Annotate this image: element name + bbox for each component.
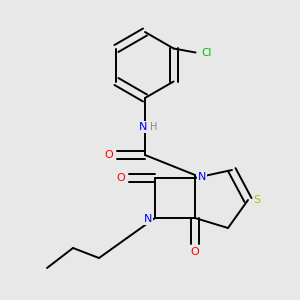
Text: O: O [117,173,125,183]
Text: N: N [198,172,206,182]
Text: S: S [254,195,261,205]
Text: O: O [105,150,113,160]
Text: N: N [139,122,147,132]
Text: N: N [144,214,152,224]
Text: H: H [150,122,158,132]
Text: Cl: Cl [201,47,212,58]
Text: O: O [190,247,200,257]
